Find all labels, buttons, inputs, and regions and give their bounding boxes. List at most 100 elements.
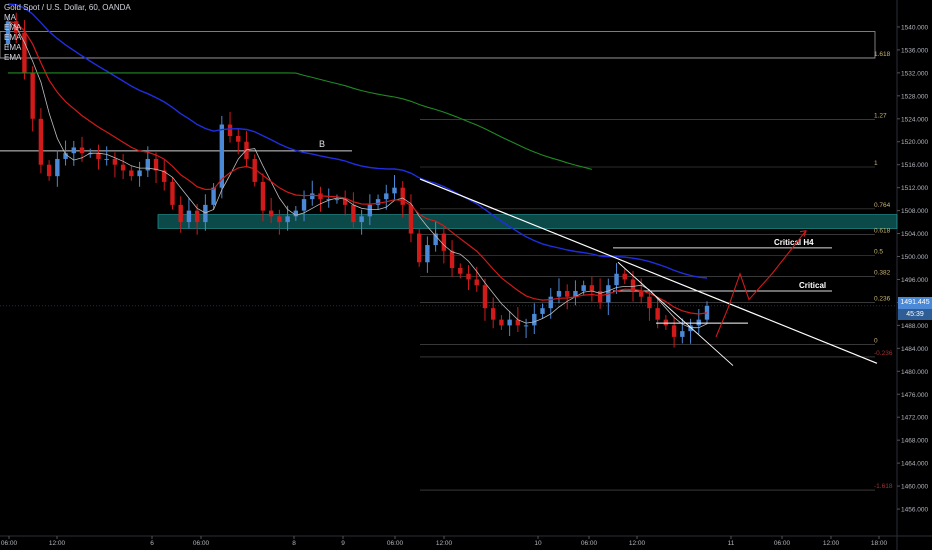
fib-label: 0.5 [874,248,883,255]
candle-body [458,268,463,274]
ma-line [7,20,708,329]
indicator-ema-2[interactable]: EMA [4,33,22,42]
candle-body [342,199,348,205]
price-tick-label: 1460.000 [901,484,928,491]
candle-body [351,204,356,223]
candle-body [326,199,331,201]
time-tick-label: 10 [534,540,542,547]
candle-body [129,170,134,177]
candle-body [120,164,126,171]
candle-body [556,290,562,297]
candle-body [482,285,488,309]
fib-label: -0.236 [874,350,893,357]
fib-label: 1.27 [874,112,887,119]
candle-body [46,164,52,177]
price-tick-label: 1512.000 [901,185,928,192]
candle-body [236,136,241,142]
price-tick-label: 1528.000 [901,93,928,100]
level-b-label: B [319,139,325,149]
candle-body [252,158,257,182]
candle-body [416,233,422,263]
candle-body [449,250,455,268]
price-tick-label: 1532.000 [901,70,928,77]
candle-body [688,325,693,332]
candle-body [622,273,627,280]
projection-path [715,230,807,338]
candle-body [22,32,27,73]
fib-label: 0.764 [874,202,891,209]
price-tick-label: 1520.000 [901,139,928,146]
price-tick-label: 1476.000 [901,392,928,399]
zone-rect [157,214,898,229]
candle-body [359,216,364,223]
candle-body [63,153,68,159]
candle-body [532,313,537,326]
indicator-ema-4[interactable]: EMA [4,53,22,62]
candle-body [186,210,192,223]
candle-body [474,279,479,286]
candle-body [647,296,652,309]
candle-body [441,233,447,251]
candle-body [499,319,504,326]
price-tick-label: 1524.000 [901,116,928,123]
time-tick-label: 06:00 [774,540,791,547]
price-tick-label: 1464.000 [901,461,928,468]
ema-blue-line [7,3,708,279]
candle-body [400,187,405,205]
candle-body [680,331,685,337]
candle-body [614,273,619,286]
critical-label: Critical [799,281,826,290]
candle-body [153,158,159,171]
candle-body [96,153,101,159]
current-price-value: 1491.445 [900,299,930,306]
time-tick-label: 06:00 [581,540,598,547]
candle-body [277,216,282,223]
candle-body [490,308,496,320]
candle-body [162,170,167,182]
price-tick-label: 1456.000 [901,507,928,514]
candle-body [507,319,512,326]
candle-body [301,199,307,211]
candle-body [268,210,274,217]
candle-body [581,285,586,291]
price-tick-label: 1480.000 [901,369,928,376]
trendline-upper [419,178,878,364]
time-tick-label: 06:00 [1,540,18,547]
trendline-lower [617,261,734,366]
chart-legend: Gold Spot / U.S. Dollar, 60, OANDA MA EM… [4,3,131,63]
time-tick-label: 06:00 [387,540,404,547]
candle-body [565,290,570,297]
price-tick-label: 1540.000 [901,24,928,31]
time-tick-label: 12:00 [823,540,840,547]
candle-body [219,124,225,188]
candle-body [630,279,636,291]
candles-group [5,12,710,348]
fib-label: -1.618 [874,483,893,490]
candle-body [5,21,11,45]
price-tick-label: 1496.000 [901,277,928,284]
price-tick-label: 1484.000 [901,346,928,353]
symbol-title: Gold Spot / U.S. Dollar, 60, OANDA [4,3,131,12]
fib-label: 1.618 [874,51,891,58]
indicator-ema-3[interactable]: EMA [4,43,22,52]
price-tick-label: 1516.000 [901,162,928,169]
time-tick-label: 12:00 [629,540,646,547]
time-tick-label: 9 [341,540,345,547]
critical-h4-label: Critical H4 [774,238,814,247]
candle-body [540,308,545,314]
candle-body [523,325,529,327]
candle-body [639,290,644,297]
candle-body [704,305,710,320]
indicator-ma[interactable]: MA [4,13,16,22]
candle-body [170,181,175,205]
candle-body [310,193,315,200]
ema-red-line [7,20,708,315]
indicator-ema-1[interactable]: EMA [4,23,22,32]
candle-body [79,147,85,154]
candle-body [38,118,44,165]
time-tick-label: 11 [728,540,735,547]
candle-body [145,158,150,171]
fib-label: 0.382 [874,270,891,277]
candle-body [392,187,397,194]
